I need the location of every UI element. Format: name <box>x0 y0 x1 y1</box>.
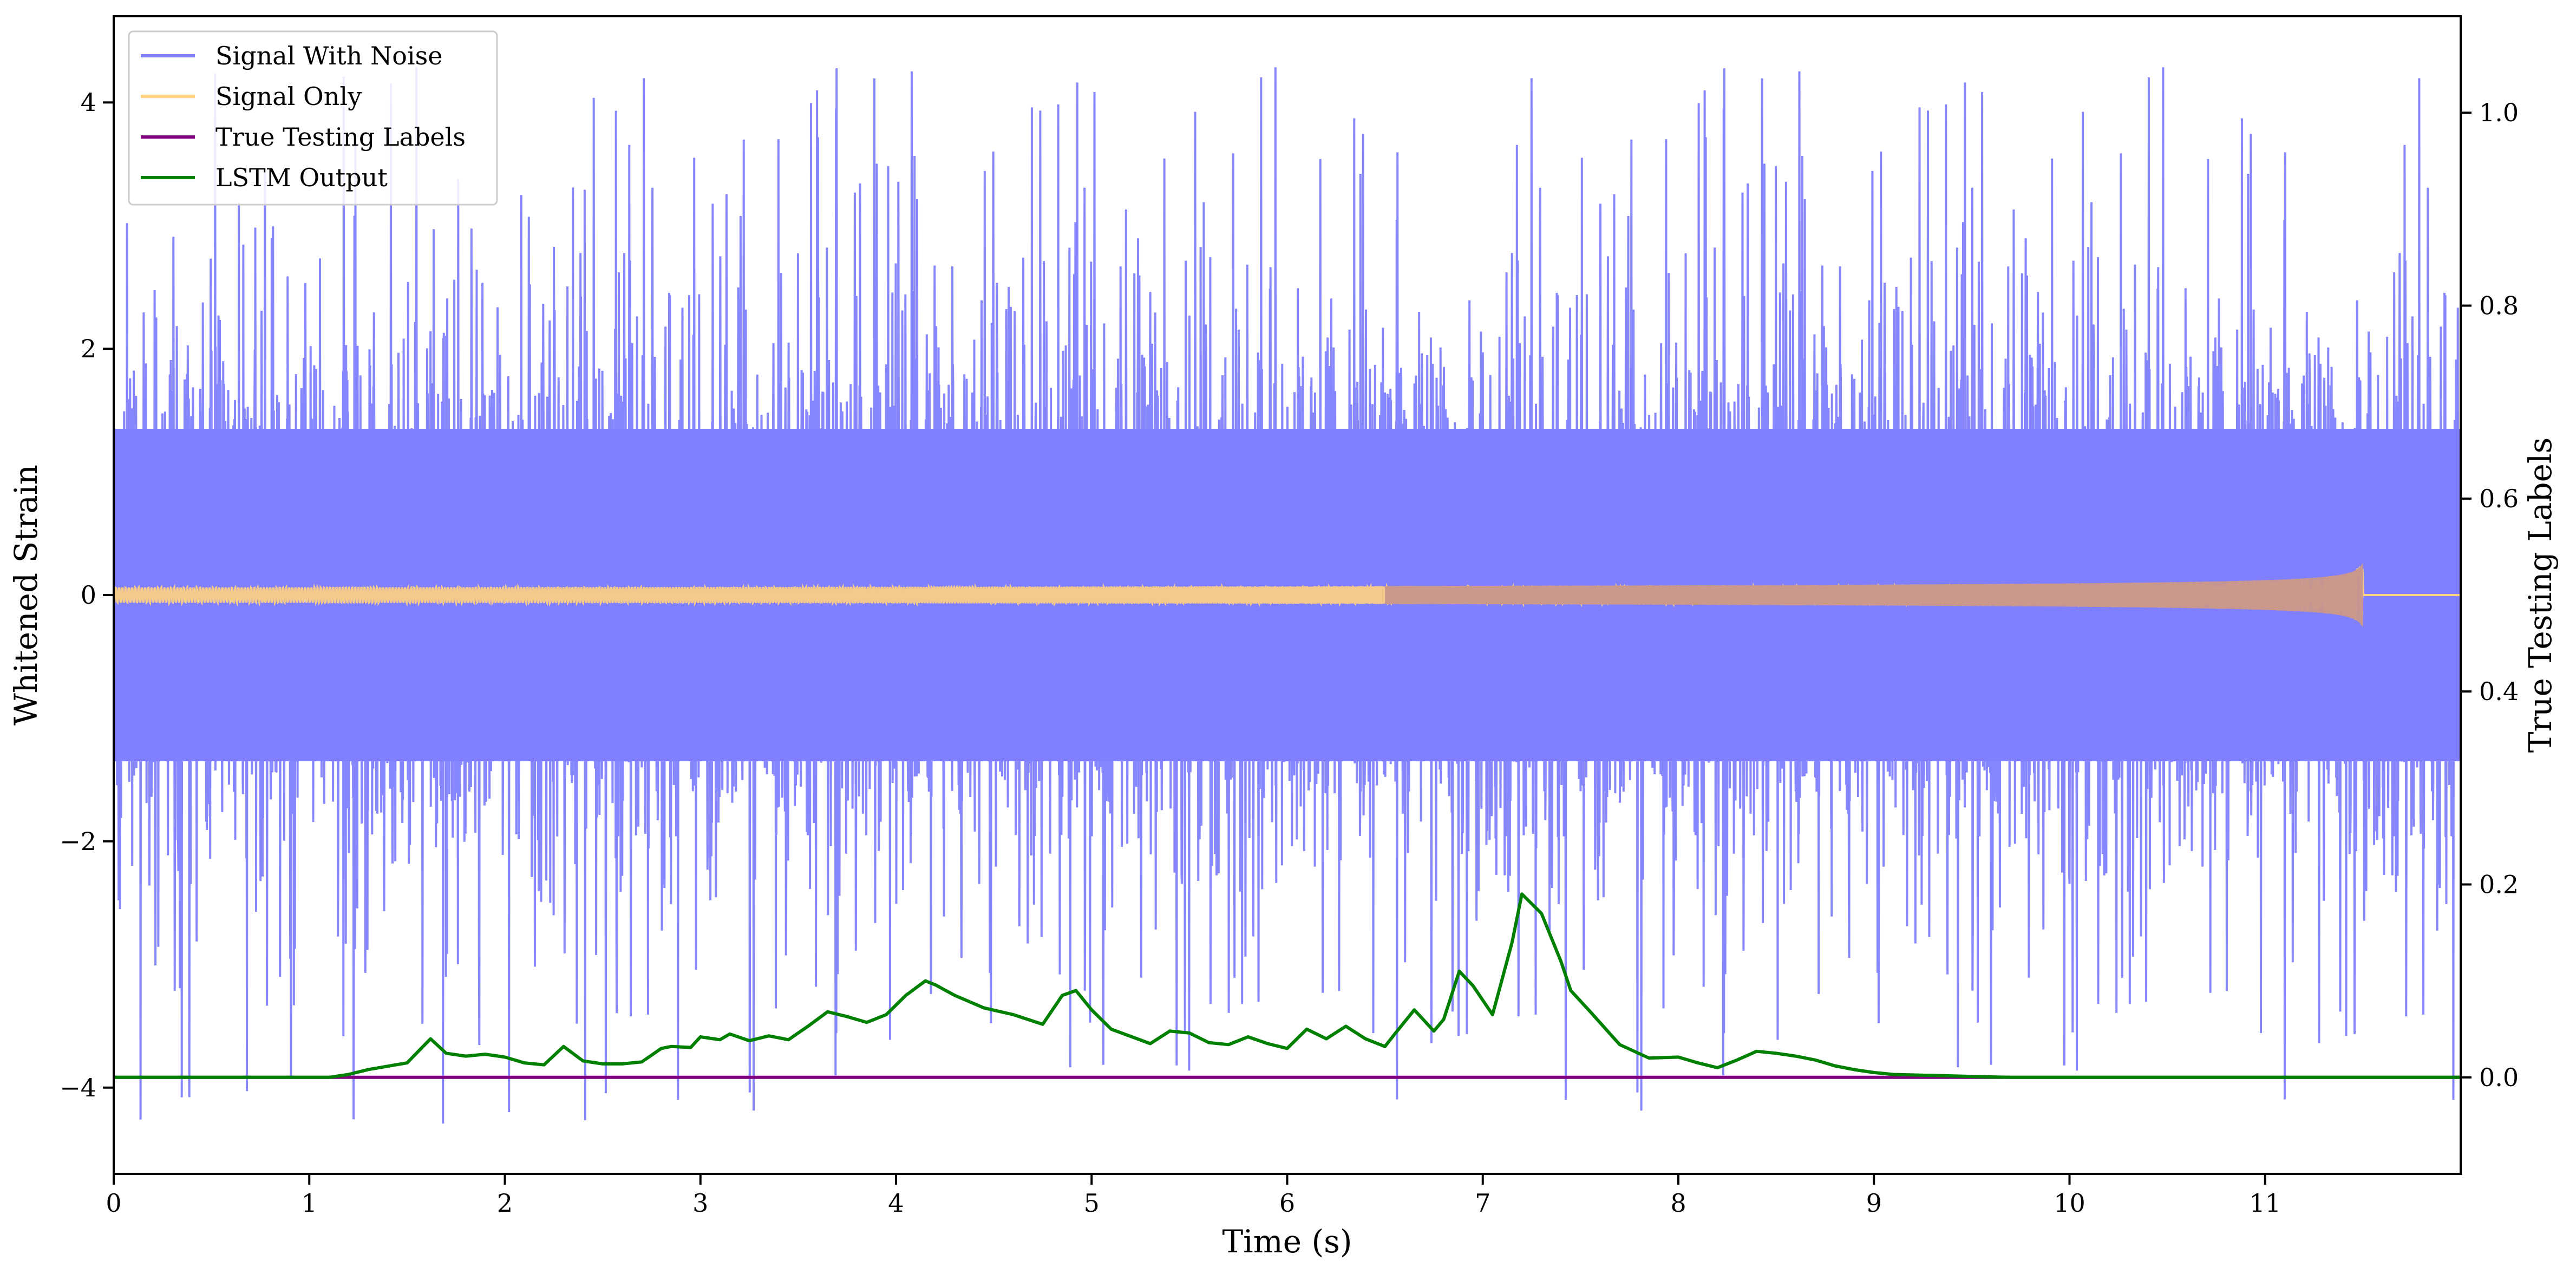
y-axis-left: −4 −2 0 2 4 <box>60 88 114 1102</box>
y-tick-label: 4 <box>81 88 96 117</box>
legend-box <box>128 30 498 206</box>
x-tick-label: 3 <box>692 1188 708 1218</box>
y-axis-right: 0.0 0.2 0.4 0.6 0.8 1.0 <box>2461 98 2519 1092</box>
y2-axis-label: True Testing Labels <box>2522 437 2559 753</box>
x-axis: 0 1 2 3 4 5 6 7 8 9 10 11 <box>106 1174 2281 1218</box>
legend-label-signal-only: Signal Only <box>215 82 362 111</box>
y2-tick-label: 0.8 <box>2479 291 2519 321</box>
series-signal-only-envelope <box>1385 563 2363 628</box>
legend-label-true-testing-labels: True Testing Labels <box>215 122 466 152</box>
x-tick-label: 10 <box>2054 1188 2085 1218</box>
plot-area <box>114 67 2461 1124</box>
x-tick-label: 4 <box>888 1188 904 1218</box>
x-tick-label: 2 <box>497 1188 513 1218</box>
legend-label-signal-with-noise: Signal With Noise <box>215 41 442 70</box>
legend-label-lstm-output: LSTM Output <box>215 163 388 192</box>
x-tick-label: 11 <box>2249 1188 2281 1218</box>
y2-tick-label: 0.6 <box>2479 484 2519 513</box>
x-tick-label: 8 <box>1670 1188 1686 1218</box>
x-tick-label: 9 <box>1866 1188 1882 1218</box>
y2-tick-label: 0.0 <box>2479 1063 2519 1092</box>
y2-tick-label: 0.4 <box>2479 677 2519 706</box>
series-lstm-output <box>114 892 2461 1079</box>
y-tick-label: 2 <box>81 334 96 363</box>
x-tick-label: 0 <box>106 1188 121 1218</box>
y-tick-label: 0 <box>81 580 96 610</box>
y2-tick-label: 0.2 <box>2479 870 2519 899</box>
x-tick-label: 6 <box>1279 1188 1295 1218</box>
x-tick-label: 5 <box>1084 1188 1100 1218</box>
x-tick-label: 1 <box>302 1188 317 1218</box>
y-tick-label: −2 <box>60 827 96 856</box>
y-tick-label: −4 <box>60 1073 96 1102</box>
y2-tick-label: 1.0 <box>2479 98 2519 127</box>
legend: Signal With Noise Signal Only True Testi… <box>128 30 498 206</box>
x-tick-label: 7 <box>1475 1188 1490 1218</box>
x-axis-label: Time (s) <box>1222 1223 1352 1260</box>
y-axis-label: Whitened Strain <box>8 465 44 726</box>
